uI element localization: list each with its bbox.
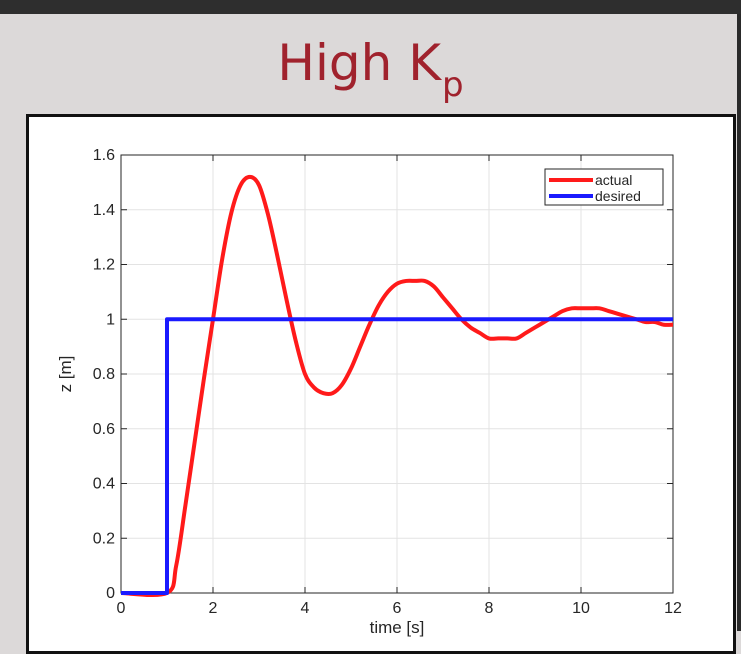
slide-title-main: High K bbox=[277, 34, 441, 92]
y-tick-label: 0 bbox=[106, 585, 115, 602]
y-tick-label: 0.2 bbox=[93, 530, 115, 547]
x-tick-label: 0 bbox=[117, 600, 126, 617]
y-tick-label: 1 bbox=[106, 311, 115, 328]
y-tick-label: 1.2 bbox=[93, 257, 115, 274]
series-line-desired bbox=[121, 317, 673, 595]
x-tick-label: 2 bbox=[209, 600, 218, 617]
legend-label-desired: desired bbox=[595, 188, 641, 204]
slide-title-subscript: p bbox=[442, 65, 464, 105]
slide-title: High Kp bbox=[0, 28, 741, 105]
legend-label-actual: actual bbox=[595, 172, 632, 188]
y-axis-label: z [m] bbox=[56, 356, 75, 393]
x-tick-label: 4 bbox=[301, 600, 310, 617]
x-tick-label: 12 bbox=[664, 600, 682, 617]
top-bar bbox=[0, 0, 741, 14]
x-tick-label: 10 bbox=[572, 600, 590, 617]
x-tick-label: 8 bbox=[485, 600, 494, 617]
figure-frame: 0 2 4 6 8 10 12 0 0.2 0.4 0.6 0.8 1 1.2 1.4 1.6 time [s]… bbox=[26, 114, 736, 654]
legend-box bbox=[544, 168, 664, 206]
x-axis-label: time [s] bbox=[370, 618, 425, 637]
window-edge bbox=[737, 14, 741, 631]
y-tick-label: 1.6 bbox=[93, 147, 115, 164]
series-line-actual bbox=[120, 174, 674, 598]
y-tick-label: 0.6 bbox=[93, 421, 115, 438]
y-tick-label: 0.8 bbox=[93, 366, 115, 383]
y-tick-label: 1.4 bbox=[93, 202, 115, 219]
y-tick-label: 0.4 bbox=[93, 476, 115, 493]
line-chart: 0 2 4 6 8 10 12 0 0.2 0.4 0.6 0.8 1 1.2 1.4 1.6 time [s]… bbox=[56, 147, 682, 637]
x-tick-label: 6 bbox=[393, 600, 402, 617]
